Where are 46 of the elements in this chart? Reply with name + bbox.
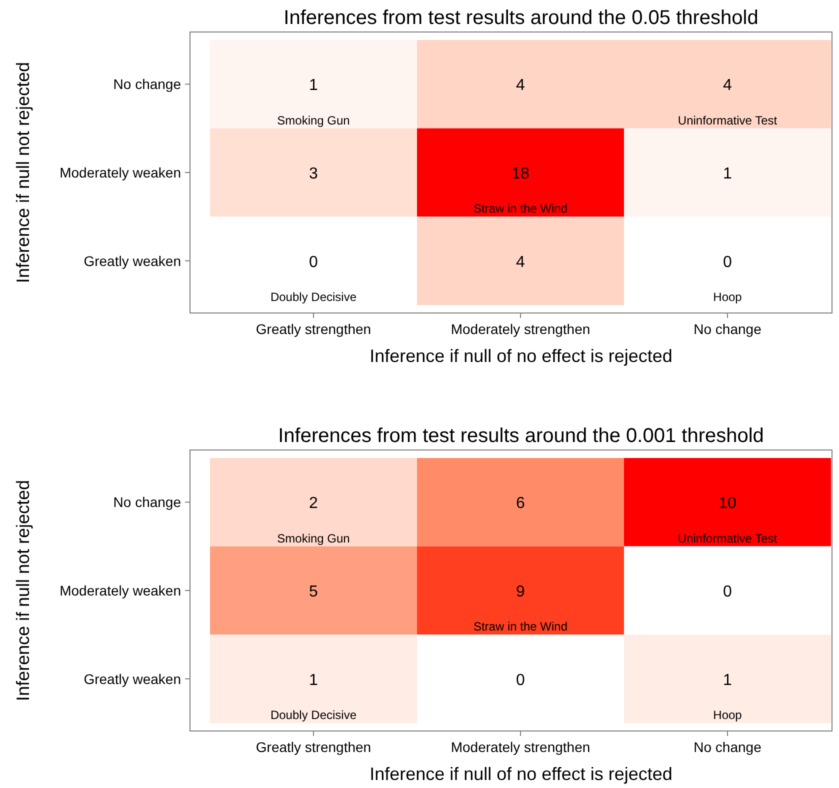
annotation: Doubly Decisive bbox=[270, 290, 357, 304]
data-label: 2 bbox=[309, 495, 318, 512]
annotation: Uninformative Test bbox=[678, 531, 778, 546]
x-tick-label: No change bbox=[694, 321, 762, 337]
annotation: Straw in the Wind bbox=[473, 202, 568, 216]
y-tick-label: Greatly weaken bbox=[84, 670, 181, 687]
chart-title: Inferences from test results around the 0.001 threshold bbox=[278, 425, 764, 447]
annotation: Doubly Decisive bbox=[270, 708, 357, 722]
data-label: 6 bbox=[516, 495, 526, 512]
data-label: 1 bbox=[309, 672, 318, 689]
data-label: 4 bbox=[723, 77, 732, 94]
data-label: 9 bbox=[516, 584, 526, 600]
annotation: Hoop bbox=[713, 708, 742, 722]
data-label: 4 bbox=[516, 254, 526, 271]
y-tick-label: Moderately weaken bbox=[60, 582, 181, 598]
data-label: 18 bbox=[512, 166, 530, 182]
x-tick-label: Greatly strengthen bbox=[256, 739, 372, 755]
x-tick-label: Moderately strengthen bbox=[450, 321, 590, 337]
data-label: 0 bbox=[723, 254, 732, 271]
data-label: 3 bbox=[309, 166, 318, 182]
annotation: Straw in the Wind bbox=[473, 620, 568, 634]
annotation: Hoop bbox=[713, 290, 742, 304]
data-label: 1 bbox=[723, 166, 732, 182]
y-tick-label: No change bbox=[113, 76, 182, 92]
data-label: 10 bbox=[718, 495, 736, 512]
y-tick-label: No change bbox=[113, 494, 182, 510]
data-label: 4 bbox=[516, 77, 526, 94]
y-axis-title: Inference if null not rejected bbox=[13, 480, 33, 702]
x-axis-title: Inference if null of no effect is rejected bbox=[370, 764, 672, 784]
x-tick-label: Moderately strengthen bbox=[450, 739, 590, 755]
data-label: 5 bbox=[309, 584, 318, 600]
data-label: 1 bbox=[723, 672, 732, 689]
annotation: Smoking Gun bbox=[277, 113, 350, 128]
x-axis-title: Inference if null of no effect is rejected bbox=[370, 346, 672, 366]
data-label: 1 bbox=[309, 77, 318, 94]
annotation: Smoking Gun bbox=[277, 531, 350, 546]
chart-title: Inferences from test results around the 0.05 threshold bbox=[284, 7, 758, 29]
annotation: Uninformative Test bbox=[678, 113, 778, 128]
y-axis-title: Inference if null not rejected bbox=[13, 62, 33, 284]
y-tick-label: Greatly weaken bbox=[84, 252, 181, 269]
data-label: 0 bbox=[723, 584, 732, 600]
data-label: 0 bbox=[516, 672, 526, 689]
y-tick-label: Moderately weaken bbox=[60, 164, 181, 180]
x-tick-label: Greatly strengthen bbox=[256, 321, 372, 337]
x-tick-label: No change bbox=[694, 739, 762, 755]
data-label: 0 bbox=[309, 254, 318, 271]
